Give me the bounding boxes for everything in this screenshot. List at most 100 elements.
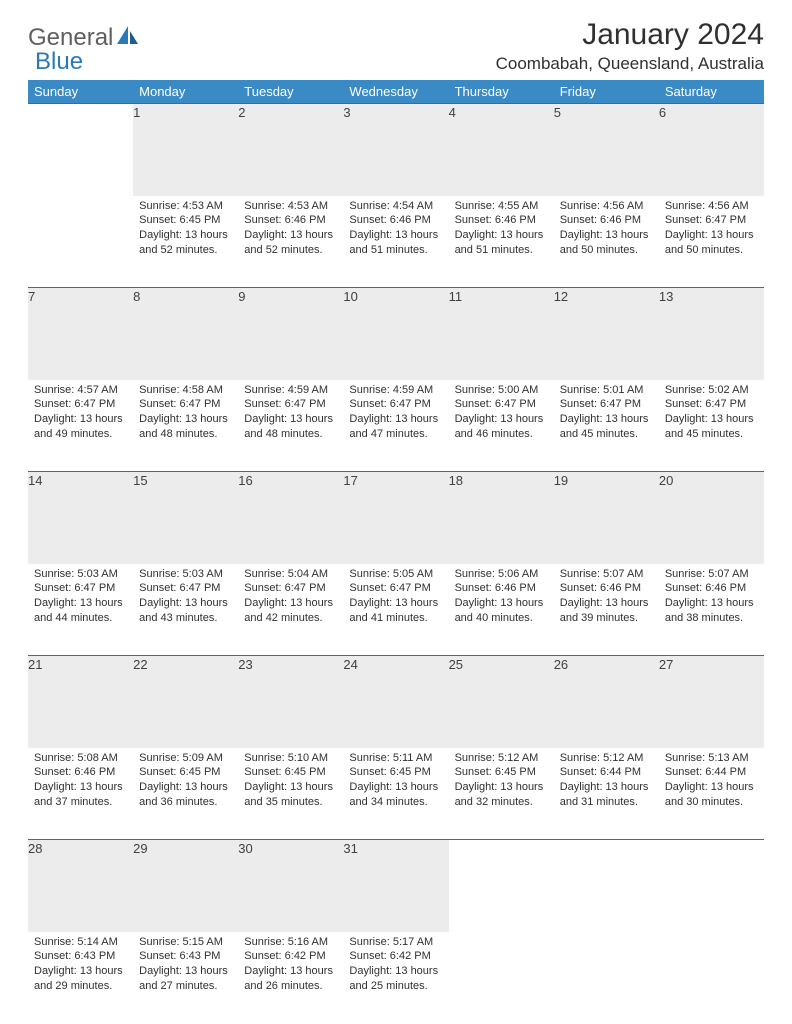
sunset-text: Sunset: 6:46 PM: [560, 581, 653, 596]
daylight-text: and 34 minutes.: [349, 795, 442, 810]
daylight-text: Daylight: 13 hours: [34, 964, 127, 979]
day-cell: Sunrise: 5:17 AMSunset: 6:42 PMDaylight:…: [343, 932, 448, 1024]
daylight-text: Daylight: 13 hours: [139, 596, 232, 611]
daynum-cell: 29: [133, 840, 238, 932]
day-cell: Sunrise: 5:01 AMSunset: 6:47 PMDaylight:…: [554, 380, 659, 472]
day-cell: Sunrise: 5:09 AMSunset: 6:45 PMDaylight:…: [133, 748, 238, 840]
day-number: 31: [343, 841, 357, 856]
daylight-text: Daylight: 13 hours: [244, 412, 337, 427]
sunset-text: Sunset: 6:46 PM: [34, 765, 127, 780]
day-number: 23: [238, 657, 252, 672]
day-cell: Sunrise: 5:10 AMSunset: 6:45 PMDaylight:…: [238, 748, 343, 840]
daynum-cell: 6: [659, 104, 764, 196]
day-number: 9: [238, 289, 245, 304]
day-number: 16: [238, 473, 252, 488]
sunset-text: Sunset: 6:46 PM: [455, 213, 548, 228]
day-cell: Sunrise: 4:56 AMSunset: 6:46 PMDaylight:…: [554, 196, 659, 288]
daynum-cell: 13: [659, 288, 764, 380]
daynum-row: 78910111213: [28, 288, 764, 380]
day-details: Sunrise: 4:57 AMSunset: 6:47 PMDaylight:…: [28, 380, 133, 448]
day-number: 29: [133, 841, 147, 856]
daylight-text: and 50 minutes.: [560, 243, 653, 258]
day-number: 13: [659, 289, 673, 304]
day-details: Sunrise: 4:55 AMSunset: 6:46 PMDaylight:…: [449, 196, 554, 264]
sunset-text: Sunset: 6:47 PM: [244, 397, 337, 412]
sunrise-text: Sunrise: 5:01 AM: [560, 383, 653, 398]
sunrise-text: Sunrise: 5:11 AM: [349, 751, 442, 766]
daylight-text: Daylight: 13 hours: [34, 780, 127, 795]
week-row: Sunrise: 4:57 AMSunset: 6:47 PMDaylight:…: [28, 380, 764, 472]
sunrise-text: Sunrise: 4:59 AM: [244, 383, 337, 398]
day-number: 11: [449, 289, 463, 304]
day-details: Sunrise: 5:12 AMSunset: 6:45 PMDaylight:…: [449, 748, 554, 816]
day-cell: Sunrise: 5:08 AMSunset: 6:46 PMDaylight:…: [28, 748, 133, 840]
sunset-text: Sunset: 6:47 PM: [560, 397, 653, 412]
daylight-text: and 29 minutes.: [34, 979, 127, 994]
sunrise-text: Sunrise: 5:03 AM: [34, 567, 127, 582]
day-details: Sunrise: 4:59 AMSunset: 6:47 PMDaylight:…: [343, 380, 448, 448]
daynum-cell: 20: [659, 472, 764, 564]
daylight-text: Daylight: 13 hours: [665, 228, 758, 243]
daylight-text: and 41 minutes.: [349, 611, 442, 626]
sunset-text: Sunset: 6:47 PM: [349, 581, 442, 596]
day-details: Sunrise: 5:17 AMSunset: 6:42 PMDaylight:…: [343, 932, 448, 1000]
day-cell: Sunrise: 4:58 AMSunset: 6:47 PMDaylight:…: [133, 380, 238, 472]
sunset-text: Sunset: 6:47 PM: [665, 397, 758, 412]
day-cell: Sunrise: 5:13 AMSunset: 6:44 PMDaylight:…: [659, 748, 764, 840]
sunset-text: Sunset: 6:44 PM: [560, 765, 653, 780]
sunrise-text: Sunrise: 5:04 AM: [244, 567, 337, 582]
daylight-text: and 52 minutes.: [244, 243, 337, 258]
daynum-row: 21222324252627: [28, 656, 764, 748]
daylight-text: and 46 minutes.: [455, 427, 548, 442]
daynum-cell: [449, 840, 554, 932]
day-number: 24: [343, 657, 357, 672]
sunset-text: Sunset: 6:44 PM: [665, 765, 758, 780]
daylight-text: Daylight: 13 hours: [665, 596, 758, 611]
day-details: Sunrise: 4:53 AMSunset: 6:45 PMDaylight:…: [133, 196, 238, 264]
sunset-text: Sunset: 6:47 PM: [455, 397, 548, 412]
daylight-text: Daylight: 13 hours: [34, 596, 127, 611]
day-cell: [449, 932, 554, 1024]
sunset-text: Sunset: 6:46 PM: [665, 581, 758, 596]
week-row: Sunrise: 5:08 AMSunset: 6:46 PMDaylight:…: [28, 748, 764, 840]
day-number: 8: [133, 289, 140, 304]
daynum-row: 28293031: [28, 840, 764, 932]
daynum-cell: 31: [343, 840, 448, 932]
sunrise-text: Sunrise: 5:12 AM: [455, 751, 548, 766]
sunset-text: Sunset: 6:47 PM: [244, 581, 337, 596]
day-number: 19: [554, 473, 568, 488]
weekday-sunday: Sunday: [28, 80, 133, 104]
day-number: 21: [28, 657, 42, 672]
sunset-text: Sunset: 6:47 PM: [665, 213, 758, 228]
daylight-text: Daylight: 13 hours: [560, 780, 653, 795]
day-cell: Sunrise: 5:02 AMSunset: 6:47 PMDaylight:…: [659, 380, 764, 472]
day-details: Sunrise: 5:14 AMSunset: 6:43 PMDaylight:…: [28, 932, 133, 1000]
daylight-text: and 44 minutes.: [34, 611, 127, 626]
daynum-cell: 11: [449, 288, 554, 380]
daynum-cell: 10: [343, 288, 448, 380]
daynum-cell: 7: [28, 288, 133, 380]
daylight-text: Daylight: 13 hours: [455, 412, 548, 427]
sunrise-text: Sunrise: 5:08 AM: [34, 751, 127, 766]
day-details: Sunrise: 5:09 AMSunset: 6:45 PMDaylight:…: [133, 748, 238, 816]
daynum-cell: 16: [238, 472, 343, 564]
daylight-text: Daylight: 13 hours: [349, 780, 442, 795]
daylight-text: and 49 minutes.: [34, 427, 127, 442]
day-cell: [554, 932, 659, 1024]
day-cell: Sunrise: 5:00 AMSunset: 6:47 PMDaylight:…: [449, 380, 554, 472]
day-details: Sunrise: 5:00 AMSunset: 6:47 PMDaylight:…: [449, 380, 554, 448]
day-cell: Sunrise: 5:05 AMSunset: 6:47 PMDaylight:…: [343, 564, 448, 656]
week-row: Sunrise: 4:53 AMSunset: 6:45 PMDaylight:…: [28, 196, 764, 288]
logo-sail-icon: [117, 26, 139, 51]
day-cell: Sunrise: 5:12 AMSunset: 6:44 PMDaylight:…: [554, 748, 659, 840]
daynum-cell: 15: [133, 472, 238, 564]
day-cell: Sunrise: 5:07 AMSunset: 6:46 PMDaylight:…: [554, 564, 659, 656]
sunrise-text: Sunrise: 5:07 AM: [560, 567, 653, 582]
daynum-cell: 18: [449, 472, 554, 564]
sunset-text: Sunset: 6:45 PM: [139, 213, 232, 228]
day-number: 4: [449, 105, 456, 120]
sunrise-text: Sunrise: 5:15 AM: [139, 935, 232, 950]
day-number: 20: [659, 473, 673, 488]
sunset-text: Sunset: 6:43 PM: [139, 949, 232, 964]
day-number: 17: [343, 473, 357, 488]
